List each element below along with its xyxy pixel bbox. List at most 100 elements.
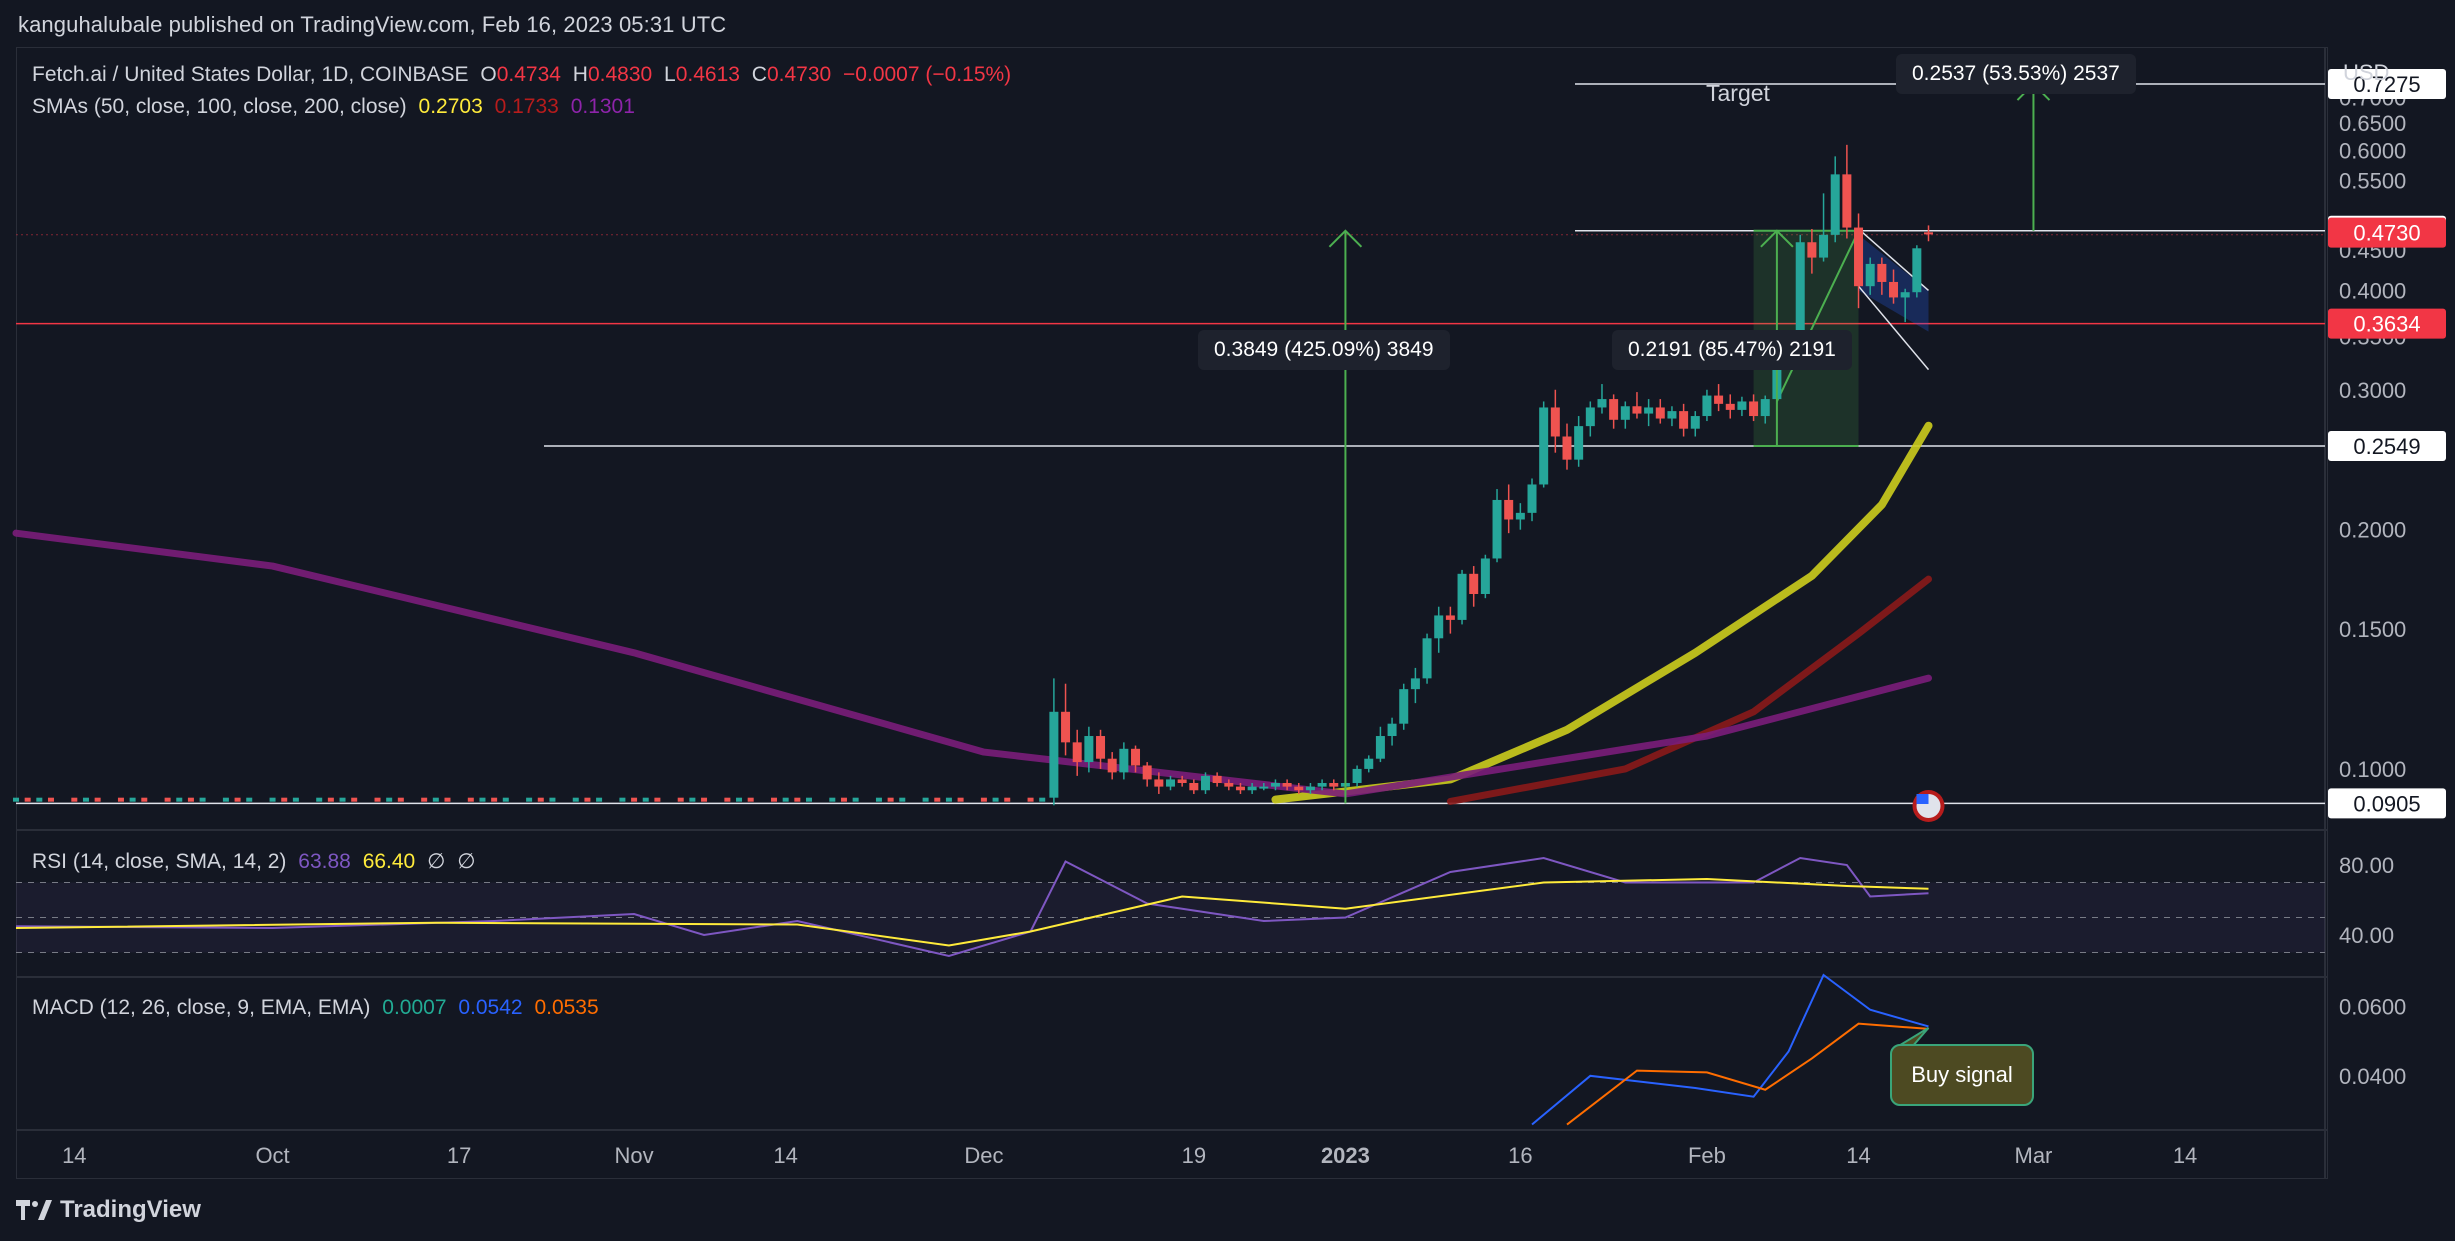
- tradingview-logo-icon: [16, 1200, 52, 1220]
- time-tick-label: 2023: [1321, 1143, 1370, 1168]
- rsi-tick-label: 80.00: [2339, 853, 2394, 878]
- flag-lower-line: [1857, 285, 1930, 371]
- candle-body: [1655, 407, 1665, 419]
- time-tick-label: 16: [1508, 1143, 1532, 1168]
- candle-small: [584, 797, 591, 802]
- candle-small: [736, 797, 743, 802]
- candle-small: [281, 797, 288, 802]
- time-tick-label: 14: [1846, 1143, 1870, 1168]
- candle-small: [199, 797, 206, 802]
- candle-small: [794, 797, 801, 802]
- candle-small: [945, 797, 952, 802]
- buy-signal-callout: Buy signal: [1890, 1044, 2034, 1106]
- candle-small: [899, 797, 906, 802]
- candle-body: [1107, 758, 1117, 773]
- candle-body: [1690, 416, 1700, 429]
- candle-small: [689, 797, 696, 802]
- candle-small: [631, 797, 638, 802]
- time-tick-label: Nov: [615, 1143, 654, 1168]
- candle-body: [1492, 499, 1502, 559]
- candle-body: [1725, 403, 1735, 410]
- candle-small: [246, 797, 253, 802]
- price-tag-label: 0.2549: [2353, 434, 2420, 459]
- price-tag-box: [2328, 430, 2446, 461]
- high-value: 0.4830: [587, 63, 653, 86]
- candle-small: [1039, 797, 1046, 802]
- candle-small: [339, 797, 346, 802]
- open-value: 0.4734: [496, 63, 561, 86]
- candle-body: [1200, 775, 1210, 791]
- candle-small: [164, 797, 171, 802]
- time-tick-label: 14: [62, 1143, 86, 1168]
- high-label: H0.4830: [573, 63, 652, 86]
- candle-body: [1072, 742, 1082, 763]
- h-label: H: [572, 63, 588, 86]
- candle-body: [1469, 573, 1479, 595]
- measure-arrow-1-head: [1328, 229, 1363, 248]
- candle-body: [1912, 248, 1922, 293]
- o-label: O: [480, 63, 497, 86]
- time-tick-label: Oct: [255, 1143, 289, 1168]
- candle-body: [1900, 292, 1910, 298]
- price-tag-box: [2328, 217, 2446, 248]
- candle-small: [316, 797, 323, 802]
- time-tick-label: 19: [1182, 1143, 1206, 1168]
- close-label: C0.4730: [752, 63, 831, 86]
- candle-body: [1317, 783, 1327, 787]
- candle-small: [572, 797, 579, 802]
- candle-body: [1084, 736, 1094, 763]
- candle-body: [1632, 406, 1642, 414]
- candle-body: [1854, 227, 1864, 287]
- candle-small: [269, 797, 276, 802]
- candle-small: [642, 797, 649, 802]
- candle-small: [82, 797, 89, 802]
- candle-small: [222, 797, 229, 802]
- candle-body: [1399, 689, 1409, 724]
- candle-body: [1294, 786, 1304, 791]
- candle-body: [1667, 411, 1677, 419]
- candle-small: [852, 797, 859, 802]
- sma-label: SMAs (50, close, 100, close, 200, close): [32, 95, 407, 118]
- candle-body: [1620, 406, 1630, 420]
- candle-small: [805, 797, 812, 802]
- price-tick-label: 0.3000: [2339, 378, 2406, 403]
- us-event-icon-canton: [1916, 794, 1929, 804]
- tradingview-footer[interactable]: TradingView: [16, 1196, 201, 1224]
- sma100-value: 0.1733: [494, 95, 559, 118]
- candle-small: [747, 797, 754, 802]
- price-tick-label: 0.5500: [2339, 169, 2406, 194]
- candle-small: [724, 797, 731, 802]
- candle-small: [619, 797, 626, 802]
- candle-body: [1166, 779, 1175, 787]
- candle-body: [1224, 783, 1234, 787]
- candle-body: [1154, 779, 1164, 787]
- tradingview-brand: TradingView: [60, 1196, 201, 1223]
- measure-badge-3: 0.2537 (53.53%) 2537: [1896, 54, 2136, 94]
- candle-small: [141, 797, 148, 802]
- candle-body: [1819, 234, 1829, 258]
- candle-small: [47, 797, 54, 802]
- macd-tick-label: 0.0400: [2339, 1064, 2406, 1089]
- measure-badge-2: 0.2191 (85.47%) 2191: [1612, 330, 1852, 370]
- rsi-extra2: ∅: [457, 850, 476, 873]
- candle-small: [980, 797, 987, 802]
- candle-body: [1096, 736, 1106, 759]
- macd-tick-label: 0.0600: [2339, 994, 2406, 1019]
- price-tick-label: 0.1000: [2339, 757, 2406, 782]
- price-tag-label: 0.4730: [2353, 221, 2420, 246]
- candle-body: [1702, 395, 1712, 417]
- symbol-legend: Fetch.ai / United States Dollar, 1D, COI…: [32, 63, 1017, 87]
- price-tag-label: 0.3634: [2353, 312, 2420, 337]
- price-tick-label: 0.6500: [2339, 111, 2406, 136]
- candle-small: [36, 797, 43, 802]
- candle-body: [1515, 512, 1525, 520]
- macd-legend: MACD (12, 26, close, 9, EMA, EMA) 0.0007…: [32, 996, 605, 1020]
- sma-line-50: [1271, 421, 1933, 804]
- candle-body: [1480, 558, 1490, 595]
- time-tick-label: Mar: [2015, 1143, 2053, 1168]
- candle-small: [992, 797, 999, 802]
- candle-body: [1597, 399, 1607, 408]
- rsi-value: 63.88: [298, 850, 351, 873]
- price-tag-box: [2328, 788, 2446, 819]
